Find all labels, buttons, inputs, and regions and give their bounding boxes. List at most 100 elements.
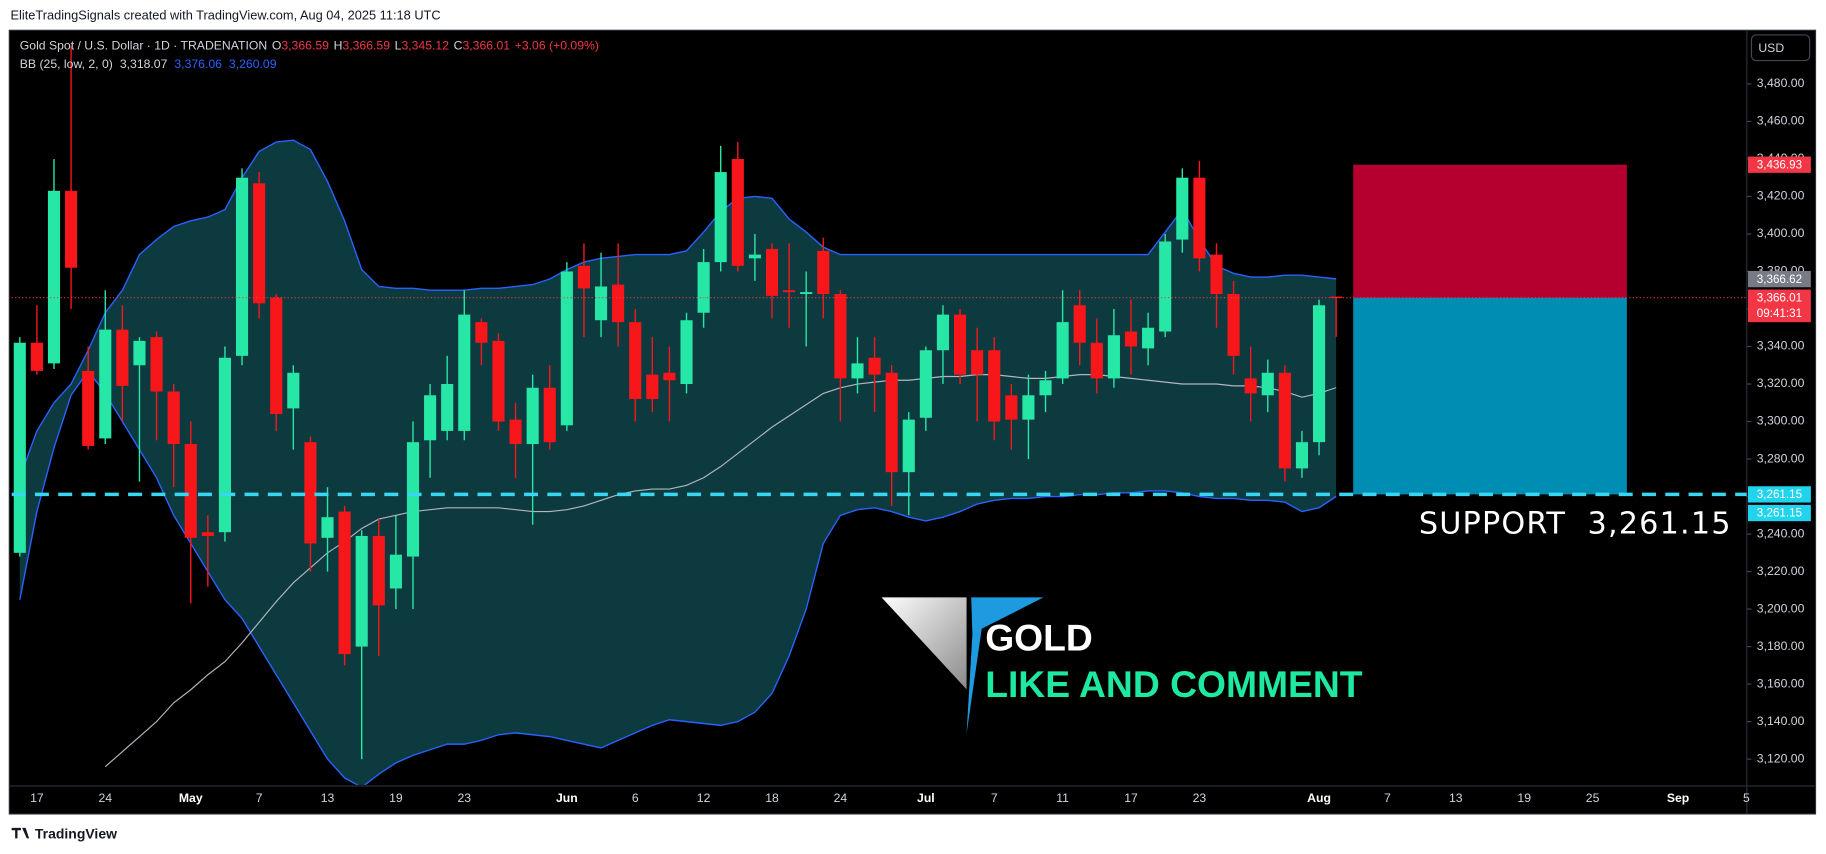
candle-body — [663, 372, 676, 381]
x-tick-label: 24 — [98, 791, 112, 805]
candle-body — [594, 286, 608, 321]
candle-body — [1210, 254, 1223, 294]
candle-body — [1244, 378, 1257, 394]
ohlc-value: 3,366.01 — [462, 39, 510, 53]
x-tick-label: 24 — [834, 791, 848, 805]
ohlc-label: L — [395, 39, 402, 53]
candle-body — [1073, 305, 1086, 343]
y-tick-label: 3,480.00 — [1757, 76, 1805, 90]
currency-label[interactable]: USD — [1758, 41, 1784, 55]
candle-body — [1142, 327, 1155, 349]
candle-body — [424, 395, 437, 441]
y-tick-label: 3,120.00 — [1757, 751, 1805, 765]
indicator-value: 3,376.06 — [174, 57, 222, 71]
x-tick-label: 6 — [632, 791, 639, 805]
attribution: EliteTradingSignals created with Trading… — [10, 8, 440, 23]
overlay-title: GOLD — [985, 616, 1093, 658]
y-tick-label: 3,420.00 — [1757, 189, 1805, 203]
x-tick-label: Jun — [556, 791, 578, 805]
candle-body — [1107, 335, 1120, 379]
ohlc-value: 3,345.12 — [401, 39, 449, 53]
candle-body — [1278, 372, 1291, 469]
y-tick-label: 3,300.00 — [1757, 414, 1805, 428]
x-tick-label: 11 — [1056, 791, 1069, 805]
price-tag-label: 3,366.62 — [1757, 273, 1802, 286]
candle-body — [629, 322, 642, 400]
candle-body — [1005, 395, 1018, 420]
x-tick-label: 7 — [1384, 791, 1391, 805]
logo-stem — [966, 597, 1044, 734]
price-tag-label: 3,261.15 — [1757, 507, 1802, 520]
x-tick-label: 19 — [1517, 791, 1531, 805]
candle-body — [988, 350, 1001, 422]
candle-body — [577, 265, 591, 289]
x-tick-label: Sep — [1667, 791, 1689, 805]
candle-body — [526, 387, 539, 445]
candle-body — [338, 511, 351, 655]
candle-body — [680, 320, 693, 385]
candle-body — [167, 391, 180, 445]
watermark: GOLD LIKE AND COMMENT — [881, 597, 1363, 734]
candle-body — [287, 372, 300, 409]
currency-button[interactable] — [1750, 34, 1811, 62]
candle-body — [646, 374, 659, 400]
ohlc-value: 3,366.59 — [342, 39, 390, 53]
candle-body — [783, 290, 796, 293]
candle-body — [441, 384, 454, 431]
candle-body — [150, 337, 163, 392]
candle-body — [714, 172, 727, 263]
candle-body — [1056, 322, 1069, 379]
candle-body — [560, 271, 573, 426]
candle-body — [1039, 380, 1052, 396]
y-tick-label: 3,320.00 — [1757, 376, 1805, 390]
candle-body — [235, 177, 249, 356]
x-tick-label: 23 — [1193, 791, 1207, 805]
candle-body — [389, 554, 402, 589]
x-tick-label: 25 — [1586, 791, 1600, 805]
candle-body — [765, 248, 779, 296]
price-tag-label: 3,261.15 — [1757, 488, 1802, 501]
change: +3.06 (+0.09%) — [515, 39, 599, 53]
candle-body — [902, 419, 915, 473]
price-tag — [1747, 289, 1811, 323]
y-tick-label: 3,240.00 — [1757, 526, 1805, 540]
candle-body — [868, 357, 881, 375]
overlay-subtitle: LIKE AND COMMENT — [985, 663, 1363, 705]
candle-body — [953, 314, 967, 375]
footer-text: TradingView — [35, 826, 117, 842]
x-tick-label: 23 — [457, 791, 471, 805]
x-tick-label: Jul — [917, 791, 935, 805]
candle-body — [1193, 177, 1206, 259]
x-tick-label: 13 — [321, 791, 335, 805]
ohlc-label: C — [454, 39, 463, 53]
indicator-legend: BB (25, low, 2, 0) 3,318.07 3,376.06 3,260.… — [20, 57, 277, 71]
y-tick-label: 3,200.00 — [1757, 601, 1805, 615]
x-tick-label: 5 — [1743, 791, 1750, 805]
candle-body — [492, 340, 505, 422]
y-tick-label: 3,140.00 — [1757, 714, 1805, 728]
candle-body — [406, 442, 420, 557]
candle-body — [748, 254, 761, 259]
y-tick-label: 3,340.00 — [1757, 339, 1805, 353]
ohlc-label: O — [272, 39, 282, 53]
candle-body — [851, 363, 864, 379]
candle-body — [458, 314, 471, 431]
candle-body — [133, 340, 146, 366]
ohlc-value: 3,366.59 — [281, 39, 329, 53]
price-tag — [1747, 486, 1811, 503]
candle-body — [885, 372, 898, 473]
candle-body — [1159, 241, 1172, 332]
y-tick-label: 3,280.00 — [1757, 451, 1805, 465]
y-tick-label: 3,180.00 — [1757, 639, 1805, 653]
candle-body — [1022, 395, 1035, 420]
candle-body — [30, 342, 43, 371]
stop-zone — [1353, 164, 1627, 298]
candle-body — [1090, 342, 1103, 379]
candle-body — [817, 250, 830, 294]
x-tick-label: 17 — [30, 791, 44, 805]
y-tick-label: 3,220.00 — [1757, 564, 1805, 578]
candle-body — [304, 442, 317, 544]
candle-body — [116, 329, 129, 386]
candle-body — [184, 444, 197, 538]
